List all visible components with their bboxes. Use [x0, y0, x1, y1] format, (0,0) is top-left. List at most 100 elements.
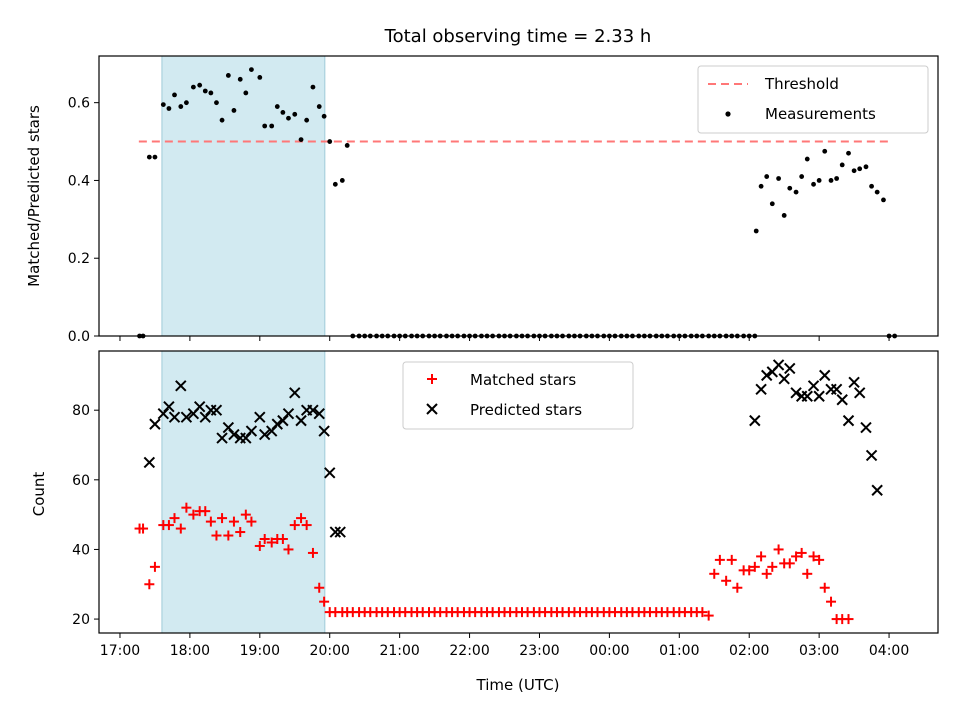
matched-stars-point [223, 530, 234, 541]
x-tick-label: 01:00 [659, 643, 699, 659]
y-tick-label: 0.0 [68, 329, 90, 345]
predicted-stars-point [329, 526, 342, 538]
measurement-point [257, 74, 263, 80]
predicted-stars-point [245, 425, 258, 437]
x-tick-label: 22:00 [449, 643, 489, 659]
top-legend-box [697, 65, 929, 134]
predicted-stars-point [180, 411, 193, 423]
measurement-point [172, 92, 177, 98]
predicted-stars-point [860, 421, 872, 434]
predicted-stars-point [193, 400, 206, 413]
matched-stars-point [149, 561, 160, 572]
measurement-point [316, 104, 322, 109]
matched-stars-point [188, 509, 199, 520]
predicted-stars-point [830, 383, 843, 396]
y-tick-label: 60 [72, 473, 90, 489]
measurement-point [208, 90, 214, 96]
measurement-point [787, 185, 793, 191]
matched-stars-point [217, 513, 228, 524]
matched-stars-point [211, 530, 222, 541]
x-tick-label: 04:00 [869, 643, 909, 659]
predicted-stars-point [163, 400, 175, 413]
measurement-point [274, 104, 280, 109]
predicted-stars-point [801, 390, 813, 402]
matched-stars-point [802, 568, 813, 579]
matched-stars-point [296, 513, 307, 524]
bottom-panel: 20 40 60 80 17:00 18:00 19:00 20:00 21:00 22:00 2… [30, 350, 939, 694]
predicted-stars-point [282, 407, 295, 420]
measurement-point [160, 102, 166, 108]
measurement-point [237, 76, 243, 82]
x-tick-label: 23:00 [519, 643, 559, 659]
predicted-stars-point [143, 456, 156, 469]
matched-stars-point [228, 516, 239, 527]
measurement-point [781, 213, 787, 218]
measurement-point [321, 113, 327, 119]
measurement-point [327, 139, 333, 144]
y-tick-label: 40 [72, 542, 90, 558]
measurement-point [225, 73, 231, 78]
predicted-stars-point [228, 428, 240, 441]
predicted-stars-point [289, 387, 301, 399]
matched-stars-point [240, 509, 251, 520]
matched-stars-point [175, 523, 186, 534]
chart-title: Total observing time = 2.33 h [384, 26, 652, 47]
predicted-stars-point [755, 383, 767, 396]
measurement-point [183, 100, 189, 106]
measurement-point [834, 176, 840, 181]
matched-stars-point [814, 554, 825, 565]
measurement-point [799, 174, 805, 179]
bottom-x-axis: 17:00 18:00 19:00 20:00 21:00 22:00 23:00 00:00… [100, 633, 909, 659]
bottom-y-axis-label: Count [30, 472, 48, 517]
matched-stars-point [205, 516, 216, 527]
measurement-point [769, 201, 775, 207]
matched-stars-point [307, 547, 318, 558]
x-tick-label: 02:00 [729, 643, 769, 659]
measurement-point [214, 100, 219, 106]
matched-stars-point [200, 506, 211, 517]
matched-stars-point [169, 513, 180, 524]
bottom-data-marks [134, 351, 883, 633]
predicted-stars-point [216, 432, 228, 444]
x-tick-label: 19:00 [240, 643, 280, 659]
measurement-point [166, 106, 172, 111]
predicted-stars-point [807, 380, 820, 392]
measurement-point [332, 181, 338, 187]
y-tick-label: 0.6 [68, 96, 90, 112]
y-tick-label: 0.4 [68, 173, 90, 189]
top-legend: Threshold Measurements [697, 65, 929, 134]
matched-stars-point [796, 547, 807, 558]
measurement-point [286, 115, 291, 121]
measurement-point [863, 164, 869, 170]
matched-stars-point [181, 502, 192, 513]
measurement-point [874, 189, 880, 195]
measurement-point [776, 176, 781, 181]
x-tick-label: 20:00 [310, 643, 350, 659]
measurement-point [202, 88, 208, 94]
predicted-stars-point [778, 373, 790, 385]
matched-stars-point [721, 575, 732, 586]
matched-stars-point [301, 520, 312, 531]
measurement-point [764, 174, 770, 179]
bottom-legend-box [402, 361, 634, 430]
measurement-point [793, 189, 799, 195]
matched-stars-point [808, 551, 819, 562]
top-panel-frame [98, 55, 939, 337]
predicted-stars-point [307, 404, 319, 416]
predicted-stars-point [813, 390, 825, 402]
matched-stars-point [259, 534, 270, 544]
predicted-stars-point [334, 526, 346, 538]
predicted-stars-point [842, 414, 855, 427]
matched-stars-point [289, 520, 300, 531]
measurement-point [881, 197, 886, 203]
matched-stars-point [726, 554, 737, 565]
measurement-point [243, 90, 249, 96]
measurement-point [292, 111, 298, 117]
matched-stars-point [732, 582, 743, 593]
x-tick-label: 21:00 [379, 643, 419, 659]
top-y-axis-label: Matched/Predicted stars [25, 105, 43, 287]
measurement-point [828, 178, 834, 183]
predicted-stars-point [790, 387, 802, 399]
legend-matched-marker [427, 374, 437, 384]
